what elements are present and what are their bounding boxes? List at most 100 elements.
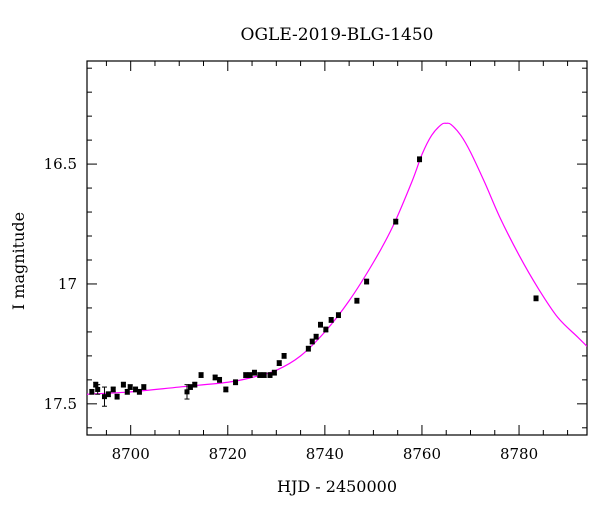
data-point [223,386,229,393]
data-point [120,381,126,388]
data-point [89,388,95,395]
data-point [101,386,107,407]
points-layer [89,156,539,407]
data-point [217,376,223,383]
point-marker [127,384,133,390]
point-marker [243,372,249,378]
data-point [364,278,370,285]
point-marker [141,384,147,390]
data-point [323,326,329,333]
point-marker [261,372,267,378]
y-tick-label: 17 [58,275,77,293]
y-tick-label: 16.5 [44,155,77,173]
point-marker [317,322,323,328]
data-point [192,381,198,388]
point-marker [267,372,273,378]
point-marker [114,394,120,400]
point-marker [251,370,257,376]
point-marker [276,360,282,366]
model-layer [87,122,587,395]
point-marker [309,339,315,344]
data-point [243,372,249,378]
point-marker [281,353,287,359]
data-point [281,352,287,359]
data-point [313,333,319,340]
data-point [393,218,399,225]
x-axis-label: HJD - 2450000 [277,477,397,496]
data-point [309,338,315,345]
data-point [354,297,360,304]
point-marker [105,391,111,397]
point-marker [101,394,107,400]
point-marker [257,372,263,378]
ticks-layer [87,61,587,435]
point-marker [223,386,229,392]
data-point [212,374,218,381]
x-tick-label: 8740 [306,445,344,463]
x-tick-label: 8720 [209,445,247,463]
point-marker [328,317,334,323]
chart-title: OGLE-2019-BLG-1450 [241,25,434,45]
point-marker [217,377,223,383]
point-marker [136,389,142,395]
point-marker [533,295,539,301]
data-point [124,388,130,395]
data-point [105,391,111,398]
point-marker [313,334,319,340]
data-point [233,379,239,386]
point-marker [187,384,193,390]
data-point [110,386,116,393]
x-tick-label: 8700 [112,445,150,463]
data-point [114,393,120,400]
point-marker [192,382,198,388]
data-point [141,384,147,390]
data-point [533,295,539,302]
point-marker [133,386,139,392]
data-point [276,360,282,366]
data-point [328,317,334,323]
point-marker [417,156,423,162]
point-marker [364,279,370,285]
point-marker [271,370,277,376]
y-tick-label: 17.5 [44,395,77,413]
point-marker [95,386,101,392]
point-marker [335,312,341,318]
data-point [184,384,190,400]
point-marker [354,298,360,304]
data-point [305,345,311,352]
point-marker [233,379,239,385]
point-marker [393,219,399,225]
y-axis-label: I magnitude [9,212,28,310]
point-marker [184,389,190,395]
plot-frame [86,60,588,436]
model-curve [87,122,587,395]
data-point [198,372,204,378]
data-point [136,388,142,395]
point-marker [247,372,253,378]
x-tick-label: 8780 [500,445,538,463]
point-marker [89,389,95,395]
data-point [417,156,423,163]
data-point [95,384,101,395]
data-point [247,372,253,378]
data-point [251,369,257,376]
data-point [127,384,133,390]
data-point [271,369,277,376]
data-point [187,384,193,390]
data-point [267,372,273,378]
point-marker [198,372,204,378]
data-point [261,372,267,378]
data-point [317,321,323,328]
data-point [335,312,341,319]
point-marker [120,382,126,388]
x-tick-label: 8760 [403,445,441,463]
point-marker [323,327,329,333]
point-marker [110,386,116,392]
data-point [257,372,263,378]
point-marker [305,346,311,352]
point-marker [124,389,130,395]
point-marker [212,374,218,380]
